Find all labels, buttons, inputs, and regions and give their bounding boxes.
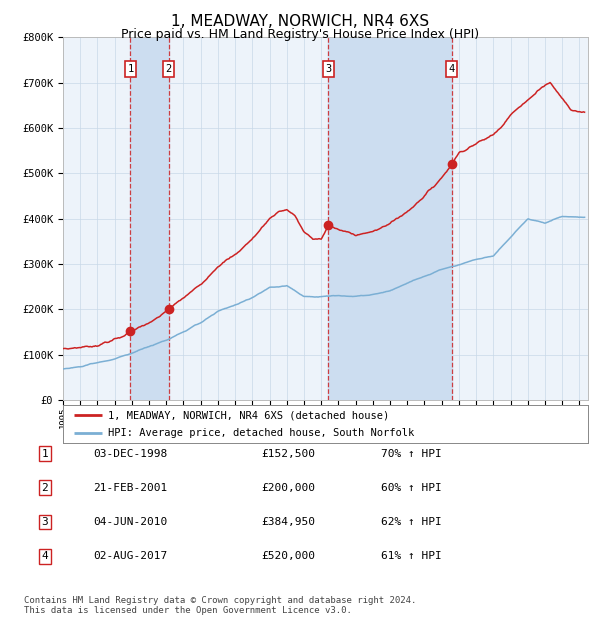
Text: Contains HM Land Registry data © Crown copyright and database right 2024.
This d: Contains HM Land Registry data © Crown c… (24, 596, 416, 615)
Text: 3: 3 (325, 64, 332, 74)
Text: 70% ↑ HPI: 70% ↑ HPI (381, 449, 442, 459)
Text: 4: 4 (449, 64, 455, 74)
Text: £384,950: £384,950 (261, 517, 315, 527)
Bar (328, 37, 452, 400)
Text: 4: 4 (41, 551, 49, 561)
Text: 62% ↑ HPI: 62% ↑ HPI (381, 517, 442, 527)
Text: HPI: Average price, detached house, South Norfolk: HPI: Average price, detached house, Sout… (107, 428, 414, 438)
Text: 1, MEADWAY, NORWICH, NR4 6XS (detached house): 1, MEADWAY, NORWICH, NR4 6XS (detached h… (107, 410, 389, 420)
Text: Price paid vs. HM Land Registry's House Price Index (HPI): Price paid vs. HM Land Registry's House … (121, 28, 479, 41)
Text: 1: 1 (127, 64, 134, 74)
Text: 21-FEB-2001: 21-FEB-2001 (93, 483, 167, 493)
Text: 60% ↑ HPI: 60% ↑ HPI (381, 483, 442, 493)
Text: 04-JUN-2010: 04-JUN-2010 (93, 517, 167, 527)
Text: 2: 2 (41, 483, 49, 493)
Bar (130, 37, 169, 400)
Text: 3: 3 (41, 517, 49, 527)
Text: £520,000: £520,000 (261, 551, 315, 561)
Text: 1: 1 (41, 449, 49, 459)
Text: 61% ↑ HPI: 61% ↑ HPI (381, 551, 442, 561)
Text: 02-AUG-2017: 02-AUG-2017 (93, 551, 167, 561)
Text: 03-DEC-1998: 03-DEC-1998 (93, 449, 167, 459)
Text: £152,500: £152,500 (261, 449, 315, 459)
Text: 2: 2 (166, 64, 172, 74)
Text: 1, MEADWAY, NORWICH, NR4 6XS: 1, MEADWAY, NORWICH, NR4 6XS (171, 14, 429, 29)
Text: £200,000: £200,000 (261, 483, 315, 493)
